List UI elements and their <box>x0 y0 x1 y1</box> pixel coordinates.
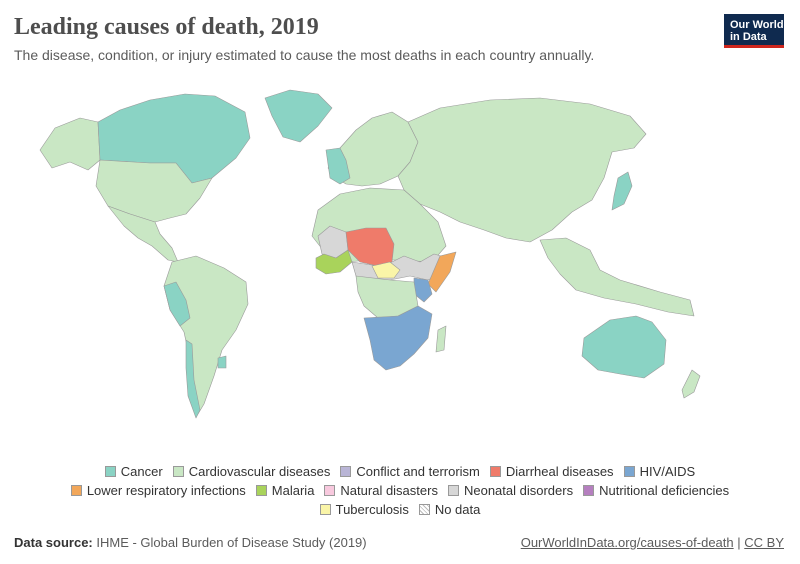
legend-swatch <box>70 485 82 496</box>
logo-line-1: Our World <box>730 19 784 31</box>
region-southern-africa-hiv[interactable] <box>363 305 433 371</box>
region-peru[interactable] <box>163 281 191 327</box>
footer-links: OurWorldInData.org/causes-of-death | CC … <box>521 535 784 550</box>
legend-label: Diarrheal diseases <box>505 464 614 479</box>
region-southeast-asia[interactable] <box>539 237 695 317</box>
legend-label: Cardiovascular diseases <box>188 464 331 479</box>
legend-swatch <box>583 485 595 496</box>
legend-label: Natural disasters <box>340 483 438 498</box>
region-south-america[interactable] <box>163 255 249 415</box>
legend-swatch <box>319 504 331 515</box>
legend-label: Neonatal disorders <box>463 483 574 498</box>
legend-swatch <box>340 466 352 477</box>
legend-item[interactable]: Cardiovascular diseases <box>172 464 331 479</box>
region-uruguay[interactable] <box>217 355 227 369</box>
source-text: IHME - Global Burden of Disease Study (2… <box>96 535 367 550</box>
legend-swatch <box>104 466 116 477</box>
legend-item[interactable]: Cancer <box>104 464 163 479</box>
data-source: Data source: IHME - Global Burden of Dis… <box>14 535 367 550</box>
legend-item[interactable]: No data <box>418 502 481 517</box>
legend-item[interactable]: Nutritional deficiencies <box>583 483 729 498</box>
world-map[interactable] <box>0 80 800 460</box>
region-madagascar[interactable] <box>435 325 447 353</box>
legend-swatch <box>418 504 430 515</box>
region-australia[interactable] <box>581 315 667 379</box>
legend-swatch <box>324 485 336 496</box>
legend-swatch <box>172 466 184 477</box>
legend-label: Tuberculosis <box>335 502 409 517</box>
legend-item[interactable]: Tuberculosis <box>319 502 409 517</box>
legend-row-1: Cancer Cardiovascular diseases Conflict an… <box>0 462 800 481</box>
region-new-zealand[interactable] <box>681 369 701 399</box>
legend-row-3: Tuberculosis No data <box>0 500 800 519</box>
legend-row-2: Lower respiratory infections Malaria Natur… <box>0 481 800 500</box>
legend-label: Lower respiratory infections <box>86 483 246 498</box>
region-western-europe[interactable] <box>325 147 351 185</box>
source-link[interactable]: OurWorldInData.org/causes-of-death <box>520 535 734 550</box>
legend-label: Conflict and terrorism <box>356 464 480 479</box>
legend-item[interactable]: Neonatal disorders <box>447 483 574 498</box>
chart-subtitle: The disease, condition, or injury estima… <box>14 47 595 63</box>
source-label: Data source: <box>14 535 93 550</box>
legend-label: Nutritional deficiencies <box>599 483 730 498</box>
legend-label: No data <box>434 502 481 517</box>
region-somalia-respiratory[interactable] <box>427 251 457 293</box>
legend-swatch <box>623 466 635 477</box>
legend-label: Cancer <box>120 464 163 479</box>
legend-swatch <box>489 466 501 477</box>
region-tuberculosis[interactable] <box>371 261 401 279</box>
footer-separator: | <box>737 535 741 550</box>
region-alaska[interactable] <box>39 117 101 171</box>
region-chile[interactable] <box>185 339 201 419</box>
legend-item[interactable]: Diarrheal diseases <box>489 464 614 479</box>
region-russia-asia[interactable] <box>397 97 647 243</box>
legend-item[interactable]: Lower respiratory infections <box>70 483 246 498</box>
legend-item[interactable]: Natural disasters <box>324 483 438 498</box>
license-link[interactable]: CC BY <box>744 535 784 550</box>
legend-swatch <box>255 485 267 496</box>
region-japan[interactable] <box>611 171 633 211</box>
legend-item[interactable]: Conflict and terrorism <box>340 464 480 479</box>
legend-item[interactable]: HIV/AIDS <box>623 464 696 479</box>
legend-label: HIV/AIDS <box>639 464 696 479</box>
chart-title: Leading causes of death, 2019 <box>14 14 319 40</box>
legend: Cancer Cardiovascular diseases Conflict an… <box>0 462 800 519</box>
logo-line-2: in Data <box>730 31 767 43</box>
legend-swatch <box>447 485 459 496</box>
legend-label: Malaria <box>271 483 315 498</box>
legend-item[interactable]: Malaria <box>255 483 315 498</box>
region-greenland[interactable] <box>264 89 333 143</box>
footer: Data source: IHME - Global Burden of Dis… <box>14 535 784 550</box>
owid-logo[interactable]: Our World in Data <box>724 14 784 48</box>
